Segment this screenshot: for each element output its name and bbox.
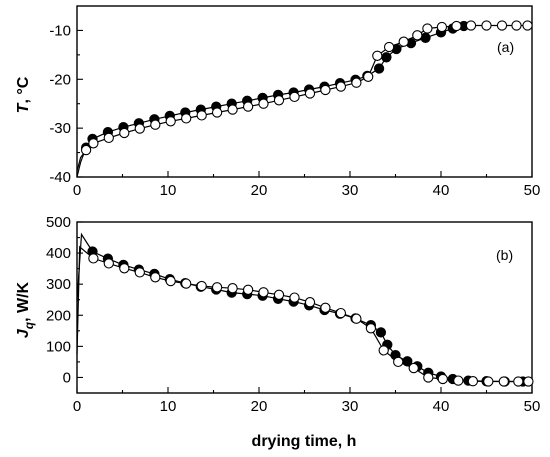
open-marker	[211, 282, 223, 293]
y-tick-label: 400	[46, 245, 71, 262]
open-marker	[304, 88, 316, 99]
filled-marker	[381, 52, 392, 63]
y-tick-label: 500	[46, 214, 71, 231]
series-line-1	[76, 25, 464, 178]
open-marker	[378, 345, 389, 356]
open-marker	[150, 119, 161, 130]
open-marker	[227, 104, 238, 115]
open-marker	[181, 113, 192, 124]
y-tick-label: 200	[46, 307, 71, 324]
open-marker	[436, 21, 448, 33]
panel-b-label: (b)	[496, 247, 513, 263]
open-marker	[398, 36, 409, 47]
panel-a-ylabel: T, °C	[15, 76, 32, 113]
panel-a-label: (a)	[497, 39, 514, 55]
x-tick-label: 0	[73, 398, 81, 415]
y-tick-label: 0	[63, 369, 71, 386]
open-marker	[372, 50, 383, 61]
panel-a: 0 10 20 30 40 50 -40 -30 -20 -10 (a) T, °C	[15, 5, 541, 199]
series-line-2	[76, 24, 528, 172]
open-marker	[134, 267, 145, 278]
open-marker	[103, 258, 114, 269]
open-marker	[423, 372, 434, 383]
open-marker	[80, 144, 92, 156]
x-tick-label: 20	[251, 398, 268, 415]
open-marker	[498, 376, 509, 387]
x-tick-label: 40	[433, 182, 450, 199]
open-marker	[467, 376, 479, 387]
filled-marker	[373, 63, 385, 74]
open-marker	[258, 98, 269, 109]
open-marker	[451, 20, 462, 32]
x-axis-label: drying time, h	[252, 433, 357, 450]
open-marker	[437, 373, 448, 385]
open-marker	[242, 284, 254, 295]
open-marker	[227, 283, 238, 294]
open-marker	[481, 20, 492, 31]
open-marker	[320, 302, 331, 313]
series-line-1	[76, 232, 523, 383]
open-marker	[363, 71, 374, 82]
y-tick-label: -10	[49, 22, 71, 39]
x-tick-label: 30	[342, 182, 359, 199]
x-tick-label: 30	[342, 398, 359, 415]
y-tick-label: 100	[46, 338, 71, 355]
open-marker	[181, 278, 192, 289]
open-marker	[88, 253, 99, 264]
x-tick-label: 50	[524, 398, 541, 415]
panel-b: 0 10 20 30 40 50 0 100 200 300 400 500 (b) Jq, W/K…	[15, 214, 540, 450]
filled-marker	[375, 327, 387, 338]
open-marker	[273, 95, 285, 106]
open-marker	[258, 287, 269, 298]
x-tick-label: 40	[433, 398, 450, 415]
y-tick-label: 300	[46, 276, 71, 293]
open-marker	[393, 356, 404, 368]
open-marker	[165, 275, 176, 287]
open-marker	[320, 84, 331, 96]
open-marker	[351, 77, 362, 88]
open-marker	[523, 376, 534, 387]
open-marker	[465, 20, 477, 31]
open-marker	[412, 30, 423, 41]
x-tick-label: 10	[160, 398, 177, 415]
open-marker	[522, 20, 533, 31]
open-marker	[408, 362, 419, 374]
open-marker	[513, 376, 524, 387]
open-marker	[496, 20, 508, 31]
open-marker	[335, 307, 347, 319]
open-marker	[119, 263, 130, 274]
y-tick-label: -40	[49, 169, 71, 186]
open-marker	[304, 297, 316, 308]
x-tick-label: 0	[73, 182, 81, 199]
open-marker	[196, 280, 207, 292]
series-line-2	[76, 245, 529, 383]
open-marker	[273, 289, 285, 300]
open-marker	[289, 91, 300, 103]
x-tick-label: 50	[524, 182, 541, 199]
open-marker	[335, 81, 347, 92]
open-marker	[289, 292, 300, 303]
open-marker	[88, 138, 99, 149]
y-tick-label: -20	[49, 71, 71, 88]
open-marker	[196, 110, 207, 121]
open-marker	[242, 101, 254, 112]
open-marker	[483, 376, 494, 387]
open-marker	[165, 116, 176, 127]
open-marker	[103, 132, 114, 144]
open-marker	[150, 272, 161, 283]
panel-b-ylabel: Jq, W/K	[15, 281, 36, 338]
open-marker	[422, 23, 433, 34]
x-tick-label: 20	[251, 182, 268, 199]
open-marker	[351, 313, 362, 324]
y-tick-label: -30	[49, 120, 71, 137]
open-marker	[365, 323, 377, 334]
open-marker	[511, 20, 522, 31]
x-tick-label: 10	[160, 182, 177, 199]
open-marker	[119, 127, 130, 139]
open-marker	[383, 41, 395, 53]
open-marker	[211, 107, 223, 118]
open-marker	[134, 123, 145, 134]
open-marker	[453, 375, 464, 386]
